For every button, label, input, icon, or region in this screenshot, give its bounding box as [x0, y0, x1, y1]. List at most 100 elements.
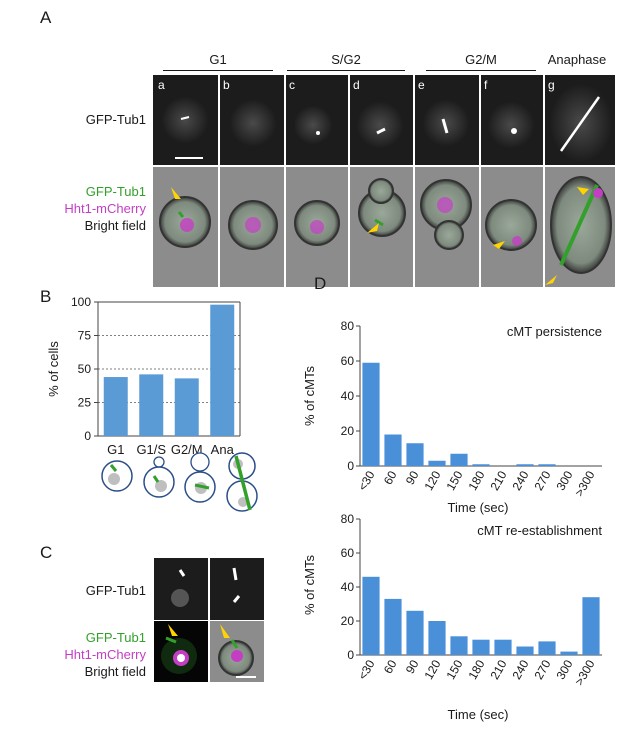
panel-b-y-tick-label: 50 [78, 362, 92, 376]
panel-d-category-label: 210 [487, 468, 509, 493]
panel-d-chart1-y-axis-label: % of cMTs [302, 366, 317, 426]
panel-b-bar [210, 304, 235, 436]
stage-title-g1: G1 [209, 52, 227, 67]
stage-title-anaphase: Anaphase [547, 52, 607, 67]
stage-underline-sg2 [287, 70, 405, 72]
panel-c-mcherry-label: Hht1-mCherry [64, 647, 146, 662]
panel-b-bar [139, 374, 164, 436]
panel-b-y-tick-label: 100 [71, 295, 91, 309]
panel-d-y-tick-label: 80 [341, 512, 355, 526]
panel-c-brightfield-label: Bright field [84, 664, 146, 679]
panel-d-bar [362, 576, 380, 655]
panel-d-category-label: 270 [531, 468, 553, 493]
panel-d-y-tick-label: 20 [341, 424, 355, 438]
panel-d-bar [450, 636, 468, 655]
panel-a-row1-label: GFP-Tub1 [85, 112, 146, 127]
panel-d-chart2-x-axis-label: Time (sec) [448, 707, 509, 722]
panel-d-chart1-x-axis-label: Time (sec) [448, 500, 509, 515]
panel-d-bar [428, 460, 446, 466]
panel-d-bar [384, 434, 402, 466]
panel-d-category-label: 60 [381, 468, 400, 487]
panel-d-bar [516, 646, 534, 655]
panel-d-bar [582, 597, 600, 655]
panel-d-category-label: 210 [487, 657, 509, 682]
panel-d-category-label: 120 [421, 468, 443, 493]
panel-d-y-tick-label: 80 [341, 319, 355, 333]
panel-d-letter: D [314, 274, 327, 293]
panel-a-micrograph-montage [153, 75, 615, 287]
panel-d-bar [450, 453, 468, 466]
panel-b-category-label: G1/S [136, 442, 166, 457]
panel-d-category-label: 150 [443, 468, 465, 493]
panel-a-letter: A [40, 8, 52, 27]
panel-b-cell-cycle-cartoons [101, 452, 258, 512]
panel-c-micrograph-montage [154, 558, 264, 682]
panel-d-bar [472, 639, 490, 655]
panel-d-category-label: <30 [355, 657, 377, 682]
panel-d-chart-persistence: cMT persistence % of cMTs Time (sec) 0 20… [302, 319, 602, 515]
panel-d-category-label: >300 [572, 657, 598, 688]
stage-underline-g1 [163, 70, 273, 72]
panel-d-y-tick-label: 0 [347, 459, 354, 473]
panel-d-bar [494, 639, 512, 655]
cell-letter-c: c [289, 78, 295, 92]
panel-d-category-label: 300 [553, 468, 575, 493]
panel-d-chart2-y-axis-label: % of cMTs [302, 555, 317, 615]
panel-d-bar [538, 464, 556, 466]
panel-b-letter: B [40, 287, 52, 306]
cell-letter-a: a [158, 78, 165, 92]
panel-b-y-axis-label: % of cells [46, 341, 61, 397]
panel-d-category-label: 90 [403, 657, 422, 676]
panel-d-bar [516, 464, 534, 466]
panel-a-mcherry-label: Hht1-mCherry [64, 201, 146, 216]
panel-d-y-tick-label: 0 [347, 648, 354, 662]
panel-b-bar [174, 378, 199, 436]
panel-d-y-tick-label: 20 [341, 614, 355, 628]
panel-d-bar [560, 651, 578, 655]
panel-d-bar [362, 362, 380, 466]
cell-letter-g: g [548, 78, 555, 92]
panel-a-brightfield-label: Bright field [84, 218, 146, 233]
cell-letter-f: f [484, 78, 488, 92]
panel-d-bar [538, 641, 556, 655]
panel-d-bar [384, 598, 402, 655]
cell-letter-b: b [223, 78, 230, 92]
panel-b-bar [103, 377, 128, 436]
stage-title-g2m: G2/M [465, 52, 497, 67]
panel-d-bar [472, 464, 490, 466]
panel-b-chart: % of cells 0 25 50 75 100 G1 G1/S G2/M Ana [46, 295, 241, 457]
panel-d-category-label: 240 [509, 468, 531, 493]
panel-d-category-label: 180 [465, 468, 487, 493]
panel-d-y-tick-label: 40 [341, 580, 355, 594]
stage-underline-g2m [426, 70, 536, 72]
panel-d-chart1-title: cMT persistence [507, 324, 602, 339]
panel-d-category-label: 270 [531, 657, 553, 682]
panel-d-bar [406, 443, 424, 466]
panel-c-gfp-label: GFP-Tub1 [85, 630, 146, 645]
panel-c-letter: C [40, 543, 53, 562]
panel-d-y-tick-label: 60 [341, 354, 355, 368]
panel-d-bar [406, 610, 424, 655]
panel-b-category-label: G1 [107, 442, 124, 457]
panel-b-category-label: Ana [211, 442, 235, 457]
panel-d-y-tick-label: 40 [341, 389, 355, 403]
panel-b-y-tick-label: 25 [78, 396, 92, 410]
panel-d-category-label: 120 [421, 657, 443, 682]
panel-a-gfp-label: GFP-Tub1 [85, 184, 146, 199]
stage-title-sg2: S/G2 [331, 52, 361, 67]
panel-d-category-label: 60 [381, 657, 400, 676]
panel-d-chart-reestablishment: cMT re-establishment % of cMTs Time (sec… [302, 512, 602, 722]
panel-d-category-label: >300 [572, 468, 598, 499]
cell-letter-d: d [353, 78, 360, 92]
panel-b-y-tick-label: 75 [78, 329, 92, 343]
panel-d-bar [428, 621, 446, 655]
panel-b-category-label: G2/M [171, 442, 203, 457]
panel-b-y-tick-label: 0 [84, 429, 91, 443]
panel-d-category-label: <30 [355, 468, 377, 493]
panel-d-y-tick-label: 60 [341, 546, 355, 560]
panel-d-chart2-title: cMT re-establishment [477, 523, 602, 538]
panel-d-category-label: 150 [443, 657, 465, 682]
cell-letter-e: e [418, 78, 425, 92]
panel-d-category-label: 300 [553, 657, 575, 682]
panel-c-row1-label: GFP-Tub1 [85, 583, 146, 598]
